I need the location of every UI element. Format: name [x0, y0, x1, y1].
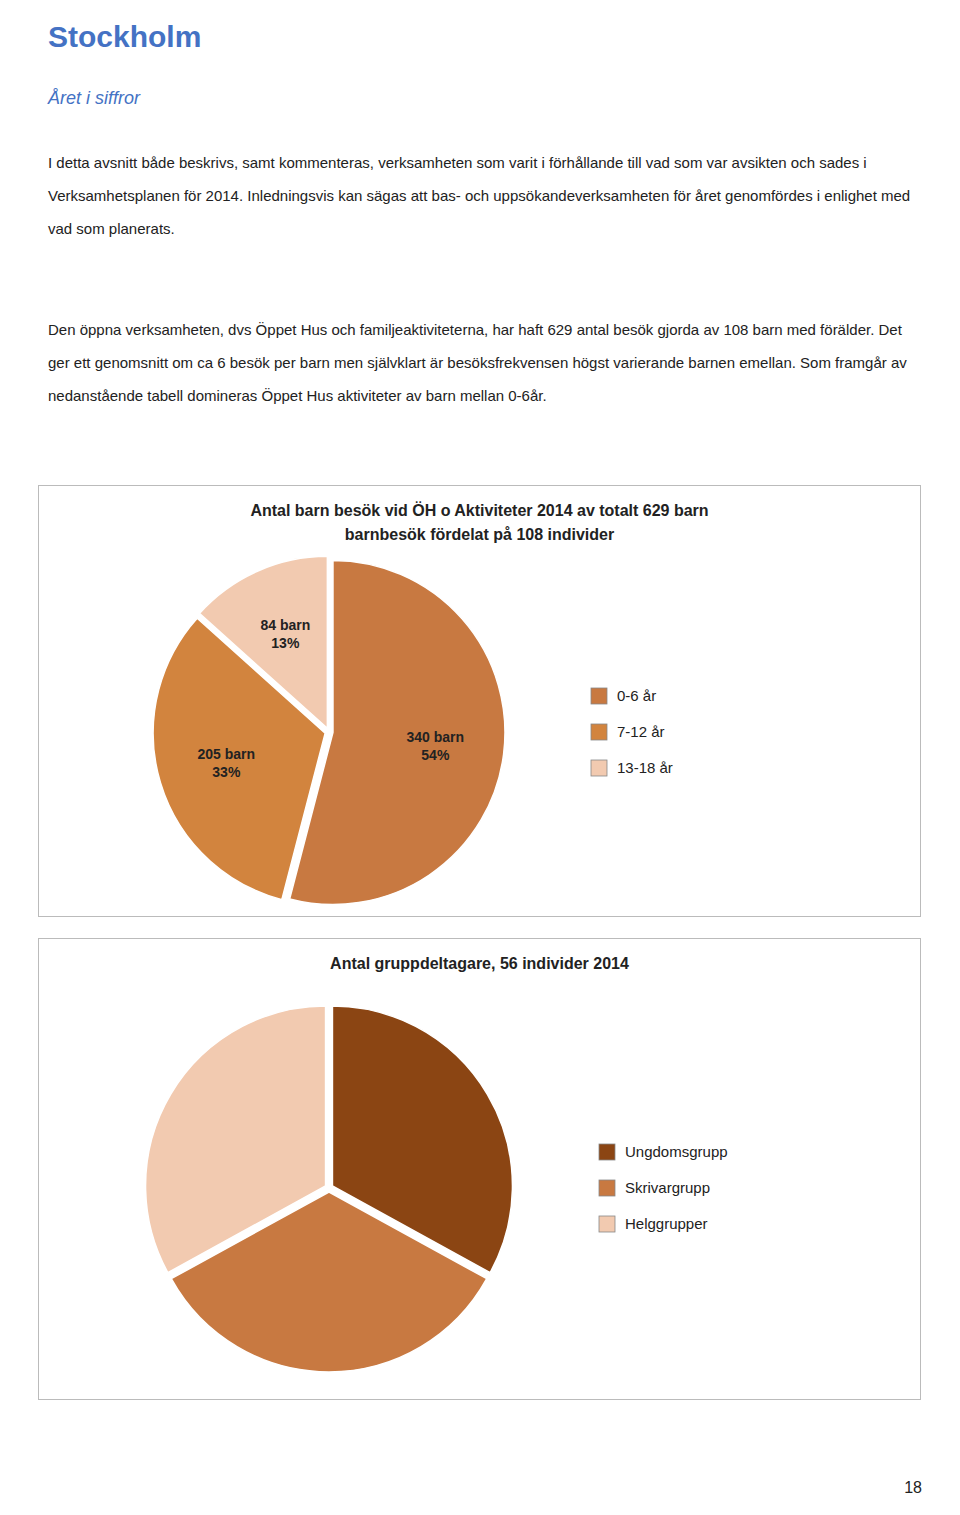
chart-title: Antal gruppdeltagare, 56 individer 2014	[330, 955, 629, 972]
legend-swatch	[599, 1180, 615, 1196]
legend-swatch	[599, 1144, 615, 1160]
legend-swatch	[591, 760, 607, 776]
chart-box: Antal barn besök vid ÖH o Aktiviteter 20…	[38, 485, 921, 917]
pie-chart: Antal barn besök vid ÖH o Aktiviteter 20…	[39, 486, 920, 916]
page-number: 18	[904, 1479, 922, 1497]
pie-slice	[146, 1006, 326, 1273]
legend-swatch	[599, 1216, 615, 1232]
page-subtitle: Året i siffror	[48, 88, 140, 109]
paragraph: Den öppna verksamheten, dvs Öppet Hus oc…	[48, 313, 912, 412]
chart-title: Antal barn besök vid ÖH o Aktiviteter 20…	[250, 501, 708, 543]
legend-swatch	[591, 688, 607, 704]
page-title: Stockholm	[48, 20, 201, 54]
chart-box: Antal gruppdeltagare, 56 individer 2014 U…	[38, 938, 921, 1400]
slices	[146, 1006, 513, 1372]
paragraph: I detta avsnitt både beskrivs, samt komm…	[48, 146, 912, 245]
data-label: 205 barn33%	[198, 746, 256, 780]
data-labels: 340 barn54% 205 barn33% 84 barn13%	[198, 617, 465, 780]
data-label: 340 barn54%	[407, 729, 465, 763]
legend-label: Helggrupper	[625, 1215, 708, 1232]
legend-label: 7-12 år	[617, 723, 665, 740]
legend-label: 0-6 år	[617, 687, 656, 704]
data-label: 84 barn13%	[260, 617, 310, 651]
legend: 0-6 år 7-12 år 13-18 år	[591, 687, 673, 776]
pie-chart: Antal gruppdeltagare, 56 individer 2014 U…	[39, 939, 920, 1399]
slices	[153, 556, 505, 904]
legend: Ungdomsgrupp Skrivargrupp Helggrupper	[599, 1143, 728, 1232]
legend-label: Skrivargrupp	[625, 1179, 710, 1196]
legend-label: Ungdomsgrupp	[625, 1143, 728, 1160]
legend-label: 13-18 år	[617, 759, 673, 776]
pie-slice	[199, 556, 327, 728]
legend-swatch	[591, 724, 607, 740]
